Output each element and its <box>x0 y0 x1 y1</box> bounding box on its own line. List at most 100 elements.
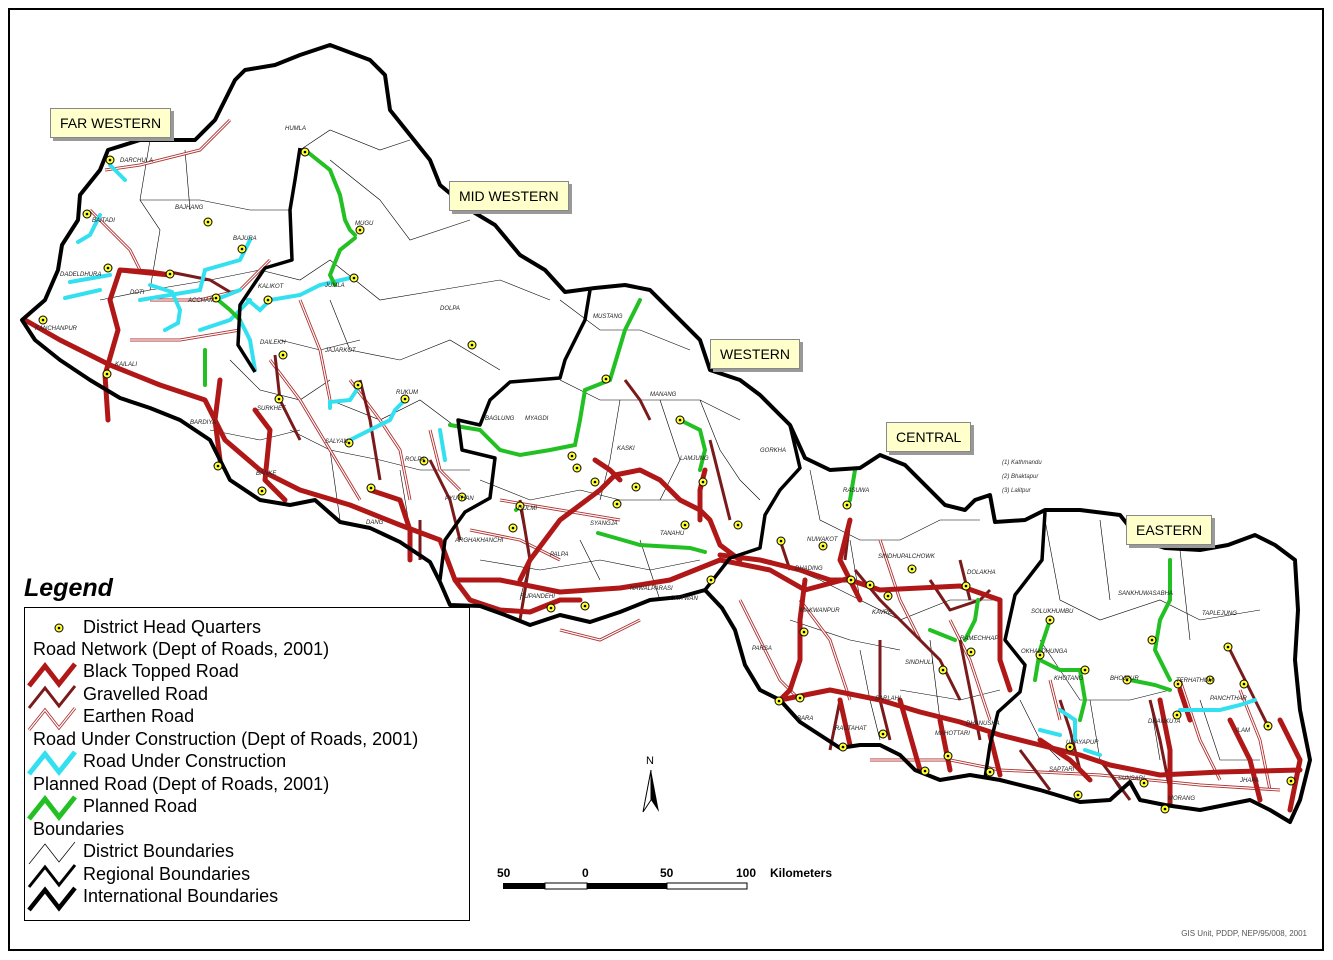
district-hq-icon <box>353 380 363 390</box>
district-label: SURKHET <box>257 406 287 412</box>
district-label: DOTI <box>130 290 145 296</box>
district-hq-icon <box>103 263 113 273</box>
district-label: TANAHU <box>660 531 685 537</box>
earthen-road-core <box>269 359 361 501</box>
district-hq-icon <box>943 751 953 761</box>
gravelled-road <box>708 439 732 521</box>
district-label: CHITWAN <box>670 596 699 602</box>
district-label: BAJHANG <box>175 205 204 211</box>
district-hq-icon <box>795 693 805 703</box>
district-boundary <box>899 689 1001 701</box>
road-under-construction <box>198 298 252 332</box>
district-label: DHANKUTA <box>1148 719 1181 725</box>
black-topped-road <box>517 467 743 583</box>
planned-road <box>963 598 980 642</box>
district-label: DHANUSHA <box>966 721 1000 727</box>
black-topped-road <box>837 697 853 748</box>
district-hq-icon <box>1263 721 1273 731</box>
scale-tick: 50 <box>660 866 674 880</box>
earthen-road <box>130 328 241 342</box>
district-label: PYUTHAN <box>445 496 474 502</box>
district-label: UDAYAPUR <box>1066 740 1099 746</box>
international-boundary <box>20 43 1312 824</box>
legend-item: District Head Quarters <box>83 617 262 637</box>
legend-item: Gravelled Road <box>83 684 209 704</box>
planned-road <box>1038 658 1088 722</box>
district-hq-icon <box>366 483 376 493</box>
black-topped-road <box>592 457 623 483</box>
district-hq-icon <box>467 340 477 350</box>
legend-item: Regional Boundaries <box>83 864 251 884</box>
gravelled-road <box>853 569 962 701</box>
district-label: DAILEKH <box>260 340 286 346</box>
legend-heading: Boundaries <box>33 819 125 839</box>
planned-road <box>1152 558 1172 682</box>
road-under-construction <box>438 428 447 462</box>
planned-road <box>596 531 707 554</box>
district-hq-icon <box>1173 679 1183 689</box>
district-hq-icon <box>546 603 556 613</box>
earthen-roads <box>88 118 1281 792</box>
district-hq-icon <box>865 580 875 590</box>
earthen-road-core <box>104 119 231 171</box>
legend-item: Road Under Construction <box>83 751 287 771</box>
district-label: RASUWA <box>843 488 869 494</box>
district-hq-icon <box>612 499 622 509</box>
district-boundary <box>259 259 551 301</box>
legend: District Head Quarters Road Network (Dep… <box>24 607 470 921</box>
district-hq-icon <box>237 244 247 254</box>
district-hq-icon <box>508 523 518 533</box>
district-hq-icon <box>1035 650 1045 660</box>
district-hq-icon <box>883 591 893 601</box>
district-hq-icon <box>920 766 930 776</box>
scale-bar <box>503 882 748 890</box>
district-hq-icon <box>733 520 743 530</box>
district-label: KALIKOT <box>258 284 285 290</box>
district-hq-icon <box>706 575 716 585</box>
district-label: ACCHAM <box>187 298 214 304</box>
legend-symbols <box>27 623 77 912</box>
road-under-construction <box>138 238 252 302</box>
road-under-construction <box>148 283 183 332</box>
district-label: BAGLUNG <box>485 416 515 422</box>
district-boundary <box>329 299 501 371</box>
district-label: BAJURA <box>233 236 257 242</box>
district-hq-icon <box>698 477 708 487</box>
district-boundary <box>139 139 161 291</box>
black-topped-road <box>252 407 288 503</box>
international-boundary-icon <box>27 886 77 912</box>
district-hq-icon <box>1205 675 1215 685</box>
district-hq-icon <box>263 295 273 305</box>
road-under-construction <box>1058 708 1077 742</box>
regional-boundary <box>983 511 1047 779</box>
district-label: NAWALPARASI <box>630 586 673 592</box>
district-hq-icon <box>1073 790 1083 800</box>
district-label: BAITADI <box>92 218 115 224</box>
district-hq-icon <box>1122 675 1132 685</box>
district-hq-icon <box>1065 742 1075 752</box>
district-hq-icon <box>580 601 590 611</box>
district-boundary <box>209 429 301 441</box>
district-boundary <box>559 299 691 351</box>
gravelled-road <box>1228 649 1272 731</box>
district-label: DADELDHURA <box>60 272 101 278</box>
district-hq-icon <box>966 647 976 657</box>
district-hq-icon <box>1080 665 1090 675</box>
district-boundary <box>329 449 341 521</box>
district-boundary-icon <box>28 841 76 865</box>
district-hq-icon <box>300 147 310 157</box>
region-label-central: CENTRAL <box>886 422 972 452</box>
district-label: SANKHUWASABHA <box>1118 591 1173 597</box>
black-topped-road <box>1227 717 1263 803</box>
district-label: MAKWANPUR <box>800 608 840 614</box>
gravelled-road <box>1018 749 1052 791</box>
valley-note: (3) Lalitpur <box>1002 488 1031 494</box>
earthen-road-core <box>879 539 921 641</box>
planned-roads <box>203 148 1172 722</box>
district-label: MYAGDI <box>525 416 549 422</box>
earthen-road-core <box>559 619 641 641</box>
district-hq-icon <box>776 536 786 546</box>
district-label: TAPLEJUNG <box>1202 611 1237 617</box>
district-label: DHADING <box>795 566 823 572</box>
district-hq-icon <box>846 575 856 585</box>
